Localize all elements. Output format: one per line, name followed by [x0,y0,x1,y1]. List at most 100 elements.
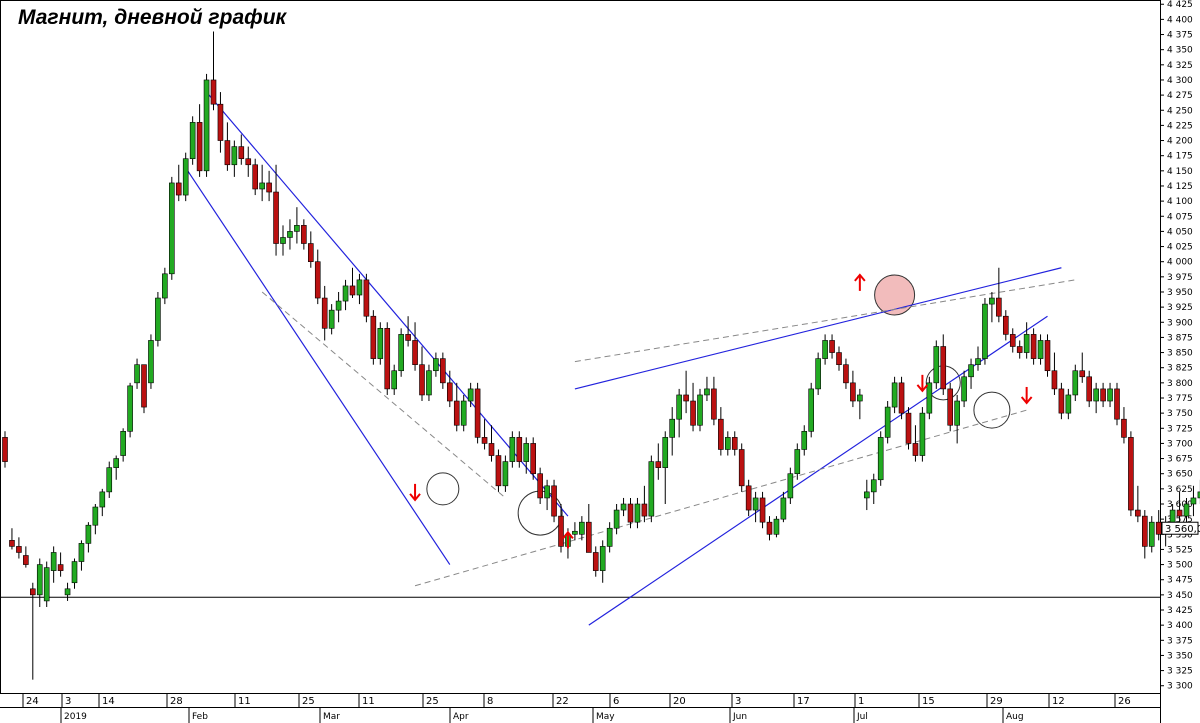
candle-body [1002,315,1009,335]
candle-body [370,315,377,359]
y-tick-label: 4 150 [1167,167,1193,177]
x-day-label: 17 [797,696,810,707]
candle-body [419,364,425,396]
candle-body [850,382,856,402]
candle-body [1114,388,1120,420]
candle-body [1037,340,1044,359]
candle-body [453,400,460,426]
candle-body [113,458,119,468]
y-tick-label: 3 450 [1167,591,1193,601]
candle-body [231,146,238,166]
candle-body [266,182,272,193]
y-tick-label: 4 350 [1167,46,1193,56]
candle-body [558,515,564,547]
candle-body [134,364,140,384]
y-tick-label: 3 750 [1167,409,1193,419]
candle-body [891,382,898,408]
candle-body [50,552,57,571]
candle-body [745,485,752,511]
y-tick-label: 4 275 [1167,91,1193,101]
candle-body [426,370,432,396]
candle-body [169,182,175,275]
candle-body [314,261,321,299]
candle-body [683,394,689,402]
y-tick-label: 3 375 [1167,636,1193,646]
arrow-head [916,384,929,393]
candle-body [954,400,960,426]
candle-body [342,285,349,302]
pattern-circle [973,391,1011,429]
candle-body [509,437,516,462]
arrow-head [1020,396,1033,405]
candle-body [141,364,147,408]
y-tick-label: 3 425 [1167,606,1193,616]
candle-body [64,588,71,596]
candle-body [947,388,954,426]
candle-body [523,443,530,462]
y-tick-label: 4 125 [1167,182,1193,192]
candle-body [85,524,92,544]
x-month-label: 2019 [64,712,87,722]
y-tick-label: 4 200 [1167,137,1193,147]
candle-body [175,182,182,196]
candle-body [738,449,745,487]
candle-body [676,394,682,420]
candle-body [238,146,245,160]
y-tick-label: 3 850 [1167,349,1193,359]
candle-body [412,340,418,365]
y-tick-label: 3 950 [1167,288,1193,298]
candle-body [259,182,265,190]
candle-body [391,370,398,390]
candle-body [1190,497,1197,505]
x-month-label: Apr [453,712,469,722]
candle-body [2,437,8,462]
candle-body [127,385,133,432]
candle-body [599,546,606,571]
candle-body [162,273,168,299]
candle-body [919,412,926,456]
candle-body [1093,388,1099,402]
candle-body [627,503,634,523]
candle-body [1135,509,1141,517]
candle-body [620,503,627,511]
candle-body [502,461,509,487]
candle-body [467,388,474,402]
y-tick-label: 3 300 [1167,682,1193,692]
candle-body [870,479,877,493]
candle-body [440,358,446,384]
candle-body [537,473,543,499]
candle-body [579,521,585,535]
candle-body [766,521,773,535]
y-tick-label: 3 925 [1167,303,1193,313]
candle-body [1009,334,1016,347]
y-tick-label: 4 300 [1167,76,1193,86]
y-tick-label: 3 650 [1167,470,1193,480]
candle-body [975,358,981,365]
candle-body [9,540,15,547]
candle-body [1197,491,1200,499]
candle-body [530,443,537,475]
candle-body [273,191,279,244]
candle-body [898,382,905,414]
candle-body [377,328,384,359]
candle-body [801,431,808,450]
x-day-label: 11 [238,696,251,707]
candle-body [1058,388,1065,414]
candle-body [662,437,669,468]
candle-body [731,437,738,450]
candle-body [613,509,620,529]
candle-body [210,79,217,105]
y-tick-label: 3 525 [1167,545,1193,555]
last-value-label: 3 560,0 [1165,524,1200,535]
x-day-label: 24 [26,696,39,707]
y-tick-label: 4 225 [1167,121,1193,131]
x-month-label: Feb [192,712,208,722]
x-day-label: 6 [613,696,619,707]
candle-body [294,225,300,232]
y-tick-label: 3 775 [1167,394,1193,404]
candle-body [1176,509,1183,517]
candle-body [863,491,870,499]
candle-body [307,243,314,262]
candle-body [196,122,203,172]
